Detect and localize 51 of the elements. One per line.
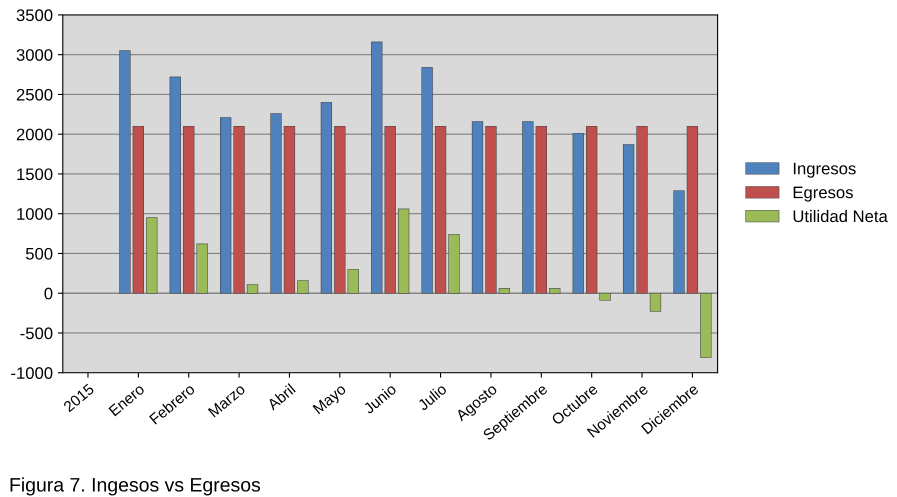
legend-label: Egresos (794, 186, 853, 202)
bar (700, 292, 712, 358)
bar (146, 217, 158, 294)
bar (233, 126, 245, 294)
bar (636, 126, 648, 294)
bar (650, 292, 662, 312)
bar (348, 269, 359, 294)
bar (498, 288, 510, 294)
y-tick-label: 0 (44, 288, 52, 300)
y-tick-label: 2000 (16, 128, 52, 140)
y-tick-label: -500 (20, 327, 52, 340)
bar (132, 126, 144, 294)
bar (170, 76, 181, 294)
bar (586, 126, 598, 294)
bar (270, 113, 282, 294)
bar (183, 126, 194, 294)
legend-label: Utilidad Neta (794, 210, 888, 222)
bar (434, 126, 446, 294)
y-tick-label: 2500 (16, 88, 52, 101)
y-tick-label: 500 (26, 248, 52, 260)
bar (448, 234, 460, 294)
bar (371, 42, 382, 294)
legend-label: Ingresos (794, 162, 856, 178)
bar (572, 133, 584, 294)
bar (536, 126, 547, 294)
bar (196, 244, 208, 294)
bar (297, 280, 309, 294)
bar (119, 50, 131, 294)
text: Figura 7. Ingesos vs Egresos (10, 477, 260, 496)
y-tick-label: 3500 (16, 9, 52, 22)
bar (472, 121, 484, 294)
y-tick-label: 3000 (16, 49, 52, 61)
bar (599, 292, 611, 301)
y-tick-label: 1000 (17, 208, 52, 220)
x-tick-label: Julio (416, 382, 448, 412)
y-tick-label: 1500 (17, 168, 52, 180)
bar (320, 102, 332, 294)
bar (673, 190, 685, 294)
bar (522, 121, 534, 294)
bar (622, 144, 634, 294)
bar (398, 208, 410, 294)
bar (384, 126, 396, 294)
bar (485, 126, 497, 294)
bar (284, 126, 296, 294)
bar (549, 288, 560, 294)
bar (334, 126, 346, 294)
y-tick-label: -1000 (11, 367, 52, 379)
bar (421, 67, 433, 294)
bar (220, 117, 232, 294)
bar (686, 126, 698, 294)
bar (246, 284, 258, 294)
